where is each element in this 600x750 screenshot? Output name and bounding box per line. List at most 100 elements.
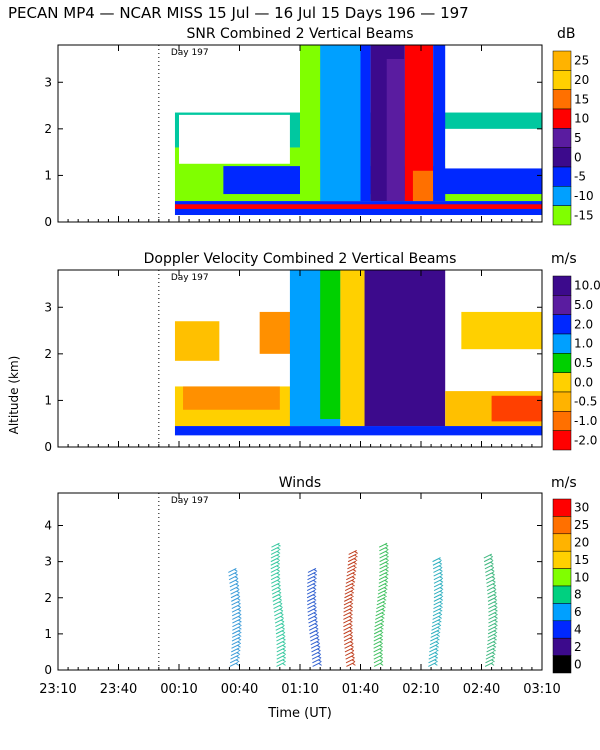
wind-barb-flag bbox=[237, 641, 242, 645]
wind-barb bbox=[378, 575, 388, 581]
wind-barb-flag bbox=[351, 583, 355, 587]
winds-colorbar-label: 6 bbox=[574, 605, 582, 619]
snr-y-tick-label: 2 bbox=[44, 122, 52, 136]
winds-profile-5 bbox=[428, 557, 444, 667]
wind-barb bbox=[487, 633, 497, 638]
doppler-colorbar-swatch bbox=[552, 391, 572, 412]
wind-barb bbox=[488, 618, 497, 624]
wind-barb bbox=[432, 611, 442, 617]
wind-barb bbox=[430, 629, 440, 635]
wind-barb bbox=[346, 661, 355, 667]
snr-y-tick-label: 3 bbox=[44, 75, 52, 89]
wind-barb-flag bbox=[276, 547, 281, 551]
wind-barb-flag bbox=[439, 576, 444, 580]
wind-barb-flag bbox=[492, 648, 496, 652]
wind-barb bbox=[229, 582, 239, 588]
wind-barb-flag bbox=[313, 601, 317, 605]
wind-barb-flag bbox=[312, 597, 317, 601]
wind-barb-flag bbox=[491, 569, 495, 572]
wind-barb-flag bbox=[493, 590, 497, 594]
wind-barb-flag bbox=[439, 569, 443, 572]
wind-barb-flag bbox=[494, 616, 498, 619]
wind-barb-flag bbox=[281, 634, 286, 637]
wind-barb-flag bbox=[235, 579, 239, 583]
wind-barb-flag bbox=[349, 612, 353, 616]
wind-barb bbox=[428, 651, 438, 656]
wind-barb bbox=[488, 611, 497, 617]
wind-barb-flag bbox=[234, 569, 238, 572]
snr-plot-area bbox=[174, 45, 542, 216]
x-tick-label: 01:40 bbox=[342, 682, 379, 697]
wind-barb-flag bbox=[349, 626, 353, 630]
wind-barb-flag bbox=[494, 605, 498, 609]
wind-barb bbox=[271, 578, 280, 584]
wind-barb-flag bbox=[238, 623, 242, 627]
doppler-colorbar-swatch bbox=[552, 333, 572, 354]
wind-barb bbox=[276, 661, 285, 667]
wind-barb bbox=[379, 546, 388, 552]
wind-barb-flag bbox=[439, 583, 444, 587]
wind-barb bbox=[343, 596, 353, 602]
wind-barb bbox=[307, 607, 316, 613]
wind-barb-flag bbox=[385, 554, 389, 558]
wind-barb bbox=[485, 658, 494, 664]
wind-barb bbox=[343, 618, 352, 624]
doppler-colorbar-label: -1.0 bbox=[574, 414, 597, 428]
wind-barb-flag bbox=[435, 644, 439, 648]
wind-barb-flag bbox=[379, 630, 384, 634]
wind-barb-flag bbox=[350, 648, 355, 652]
wind-barb-flag bbox=[349, 619, 353, 623]
wind-barb bbox=[309, 625, 318, 631]
snr-region-6 bbox=[320, 45, 361, 202]
doppler-y-tick-label: 3 bbox=[44, 300, 52, 314]
wind-barb bbox=[272, 600, 282, 606]
wind-barb-flag bbox=[316, 637, 320, 641]
wind-barb-flag bbox=[494, 623, 498, 627]
wind-barb bbox=[231, 596, 240, 602]
wind-barb bbox=[230, 586, 239, 591]
wind-barb-flag bbox=[491, 576, 496, 580]
wind-barb bbox=[433, 607, 442, 613]
winds-profile-3 bbox=[343, 549, 358, 667]
wind-barb-flag bbox=[277, 543, 281, 547]
wind-barb bbox=[276, 654, 285, 660]
wind-barb-flag bbox=[238, 626, 242, 630]
wind-barb-flag bbox=[493, 594, 498, 598]
wind-barb-flag bbox=[279, 605, 283, 609]
wind-barb-flag bbox=[434, 655, 439, 659]
wind-barb-flag bbox=[313, 576, 317, 580]
wind-barb-flag bbox=[385, 550, 389, 554]
wind-barb-flag bbox=[379, 662, 384, 666]
wind-barb-flag bbox=[381, 608, 386, 612]
wind-barb-flag bbox=[313, 572, 318, 576]
wind-barb bbox=[274, 611, 283, 617]
wind-barb bbox=[378, 578, 388, 584]
wind-barb bbox=[270, 564, 280, 570]
figure-header: PECAN MP4 — NCAR MISS 15 Jul — 16 Jul 15… bbox=[8, 4, 469, 22]
wind-barb bbox=[307, 571, 316, 577]
wind-barb bbox=[270, 575, 280, 581]
wind-barb bbox=[311, 651, 321, 656]
wind-barb bbox=[307, 600, 316, 606]
wind-barb-flag bbox=[276, 550, 281, 554]
wind-barb-flag bbox=[434, 652, 439, 655]
wind-barb bbox=[344, 593, 353, 599]
wind-barb-flag bbox=[282, 641, 286, 645]
winds-colorbar-label: 20 bbox=[574, 536, 589, 550]
wind-barb bbox=[311, 654, 321, 660]
wind-barb bbox=[231, 636, 241, 642]
wind-barb-flag bbox=[490, 565, 495, 569]
wind-barb bbox=[231, 607, 241, 613]
wind-barb-flag bbox=[237, 608, 242, 612]
wind-barb-flag bbox=[493, 641, 497, 645]
wind-barb-flag bbox=[439, 579, 444, 583]
winds-colorbar-label: 25 bbox=[574, 518, 589, 532]
wind-barb bbox=[270, 560, 280, 566]
wind-barb bbox=[373, 647, 382, 653]
wind-barb bbox=[432, 614, 441, 620]
wind-barb bbox=[232, 625, 241, 631]
wind-barb bbox=[344, 586, 354, 591]
wind-barb-flag bbox=[439, 572, 443, 576]
wind-barb bbox=[270, 549, 280, 555]
wind-barb-flag bbox=[350, 652, 355, 655]
